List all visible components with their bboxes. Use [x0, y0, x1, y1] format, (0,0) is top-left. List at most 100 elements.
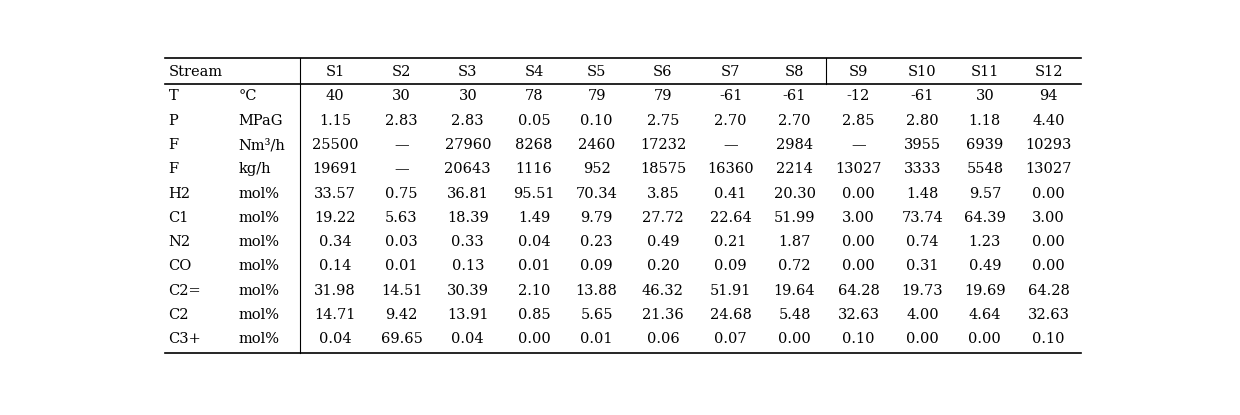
Text: 0.10: 0.10 — [1033, 332, 1065, 346]
Text: MPaG: MPaG — [238, 114, 283, 128]
Text: 4.64: 4.64 — [968, 308, 1001, 322]
Text: 30.39: 30.39 — [446, 284, 489, 298]
Text: 1116: 1116 — [516, 162, 553, 176]
Text: C3+: C3+ — [169, 332, 201, 346]
Text: 0.00: 0.00 — [1033, 259, 1065, 273]
Text: 64.28: 64.28 — [1028, 284, 1070, 298]
Text: 10293: 10293 — [1025, 138, 1071, 152]
Text: S6: S6 — [653, 65, 672, 79]
Text: CO: CO — [169, 259, 192, 273]
Text: 79: 79 — [653, 90, 672, 103]
Text: 13.88: 13.88 — [575, 284, 618, 298]
Text: -61: -61 — [910, 90, 934, 103]
Text: 30: 30 — [459, 90, 477, 103]
Text: 0.00: 0.00 — [968, 332, 1001, 346]
Text: 36.81: 36.81 — [446, 187, 489, 200]
Text: 2460: 2460 — [578, 138, 615, 152]
Text: —: — — [394, 138, 409, 152]
Text: 3.00: 3.00 — [1033, 211, 1065, 225]
Text: 0.33: 0.33 — [451, 235, 484, 249]
Text: 0.10: 0.10 — [842, 332, 874, 346]
Text: 24.68: 24.68 — [709, 308, 751, 322]
Text: 0.09: 0.09 — [580, 259, 613, 273]
Text: 0.00: 0.00 — [1033, 235, 1065, 249]
Text: 13027: 13027 — [836, 162, 882, 176]
Text: 19.22: 19.22 — [315, 211, 356, 225]
Text: 5.63: 5.63 — [386, 211, 418, 225]
Text: 0.74: 0.74 — [906, 235, 939, 249]
Text: 0.00: 0.00 — [906, 332, 939, 346]
Text: 16360: 16360 — [707, 162, 754, 176]
Text: 5.48: 5.48 — [779, 308, 811, 322]
Text: 0.10: 0.10 — [580, 114, 613, 128]
Text: 14.71: 14.71 — [315, 308, 356, 322]
Text: C2: C2 — [169, 308, 188, 322]
Text: S12: S12 — [1034, 65, 1063, 79]
Text: 3.85: 3.85 — [646, 187, 680, 200]
Text: 0.04: 0.04 — [451, 332, 484, 346]
Text: S5: S5 — [587, 65, 606, 79]
Text: —: — — [851, 138, 866, 152]
Text: 4.40: 4.40 — [1033, 114, 1065, 128]
Text: 51.91: 51.91 — [711, 284, 751, 298]
Text: 64.39: 64.39 — [963, 211, 1006, 225]
Text: Nm³/h: Nm³/h — [238, 138, 285, 152]
Text: 952: 952 — [583, 162, 610, 176]
Text: 0.05: 0.05 — [518, 114, 551, 128]
Text: 1.23: 1.23 — [968, 235, 1001, 249]
Text: 0.00: 0.00 — [1033, 187, 1065, 200]
Text: 0.01: 0.01 — [518, 259, 551, 273]
Text: 1.49: 1.49 — [518, 211, 551, 225]
Text: C2=: C2= — [169, 284, 201, 298]
Text: 19691: 19691 — [312, 162, 358, 176]
Text: 32.63: 32.63 — [1028, 308, 1070, 322]
Text: 0.01: 0.01 — [386, 259, 418, 273]
Text: 2.75: 2.75 — [647, 114, 680, 128]
Text: P: P — [169, 114, 179, 128]
Text: 18575: 18575 — [640, 162, 686, 176]
Text: mol%: mol% — [238, 284, 279, 298]
Text: mol%: mol% — [238, 211, 279, 225]
Text: S8: S8 — [785, 65, 805, 79]
Text: 31.98: 31.98 — [314, 284, 356, 298]
Text: 2984: 2984 — [776, 138, 813, 152]
Text: 0.03: 0.03 — [386, 235, 418, 249]
Text: 20643: 20643 — [444, 162, 491, 176]
Text: 19.73: 19.73 — [901, 284, 944, 298]
Text: F: F — [169, 138, 179, 152]
Text: mol%: mol% — [238, 332, 279, 346]
Text: 0.13: 0.13 — [451, 259, 484, 273]
Text: Stream: Stream — [169, 65, 222, 79]
Text: 22.64: 22.64 — [709, 211, 751, 225]
Text: 30: 30 — [392, 90, 410, 103]
Text: mol%: mol% — [238, 308, 279, 322]
Text: mol%: mol% — [238, 259, 279, 273]
Text: 1.18: 1.18 — [968, 114, 1001, 128]
Text: 0.00: 0.00 — [842, 187, 875, 200]
Text: 32.63: 32.63 — [837, 308, 879, 322]
Text: 0.04: 0.04 — [518, 235, 551, 249]
Text: 0.41: 0.41 — [714, 187, 746, 200]
Text: 19.69: 19.69 — [963, 284, 1006, 298]
Text: mol%: mol% — [238, 187, 279, 200]
Text: S2: S2 — [392, 65, 412, 79]
Text: °C: °C — [238, 90, 257, 103]
Text: 17232: 17232 — [640, 138, 686, 152]
Text: 0.31: 0.31 — [906, 259, 939, 273]
Text: S11: S11 — [971, 65, 999, 79]
Text: 0.00: 0.00 — [779, 332, 811, 346]
Text: 0.49: 0.49 — [646, 235, 680, 249]
Text: 69.65: 69.65 — [381, 332, 423, 346]
Text: 2.70: 2.70 — [714, 114, 746, 128]
Text: 2.80: 2.80 — [906, 114, 939, 128]
Text: S4: S4 — [525, 65, 544, 79]
Text: F: F — [169, 162, 179, 176]
Text: 2.70: 2.70 — [779, 114, 811, 128]
Text: 8268: 8268 — [516, 138, 553, 152]
Text: -61: -61 — [782, 90, 806, 103]
Text: 3.00: 3.00 — [842, 211, 875, 225]
Text: 5.65: 5.65 — [580, 308, 613, 322]
Text: 1.15: 1.15 — [319, 114, 351, 128]
Text: 0.00: 0.00 — [842, 259, 875, 273]
Text: 18.39: 18.39 — [446, 211, 489, 225]
